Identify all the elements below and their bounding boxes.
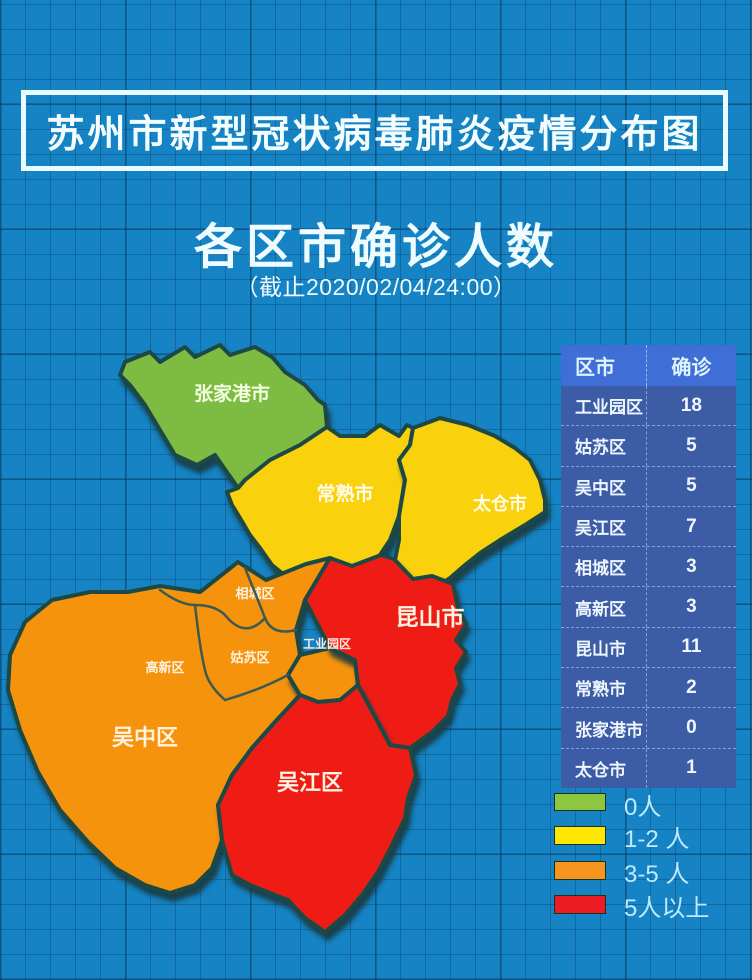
svg-text:常熟市: 常熟市 (316, 482, 373, 505)
svg-text:工业园区: 工业园区 (303, 636, 351, 651)
svg-text:姑苏区: 姑苏区 (230, 650, 269, 665)
svg-text:吴中区: 吴中区 (112, 725, 178, 750)
svg-text:张家港市: 张家港市 (194, 382, 270, 405)
svg-text:高新区: 高新区 (145, 660, 184, 675)
svg-text:吴江区: 吴江区 (277, 770, 343, 795)
svg-text:太仓市: 太仓市 (473, 493, 527, 514)
svg-text:昆山市: 昆山市 (396, 604, 465, 630)
